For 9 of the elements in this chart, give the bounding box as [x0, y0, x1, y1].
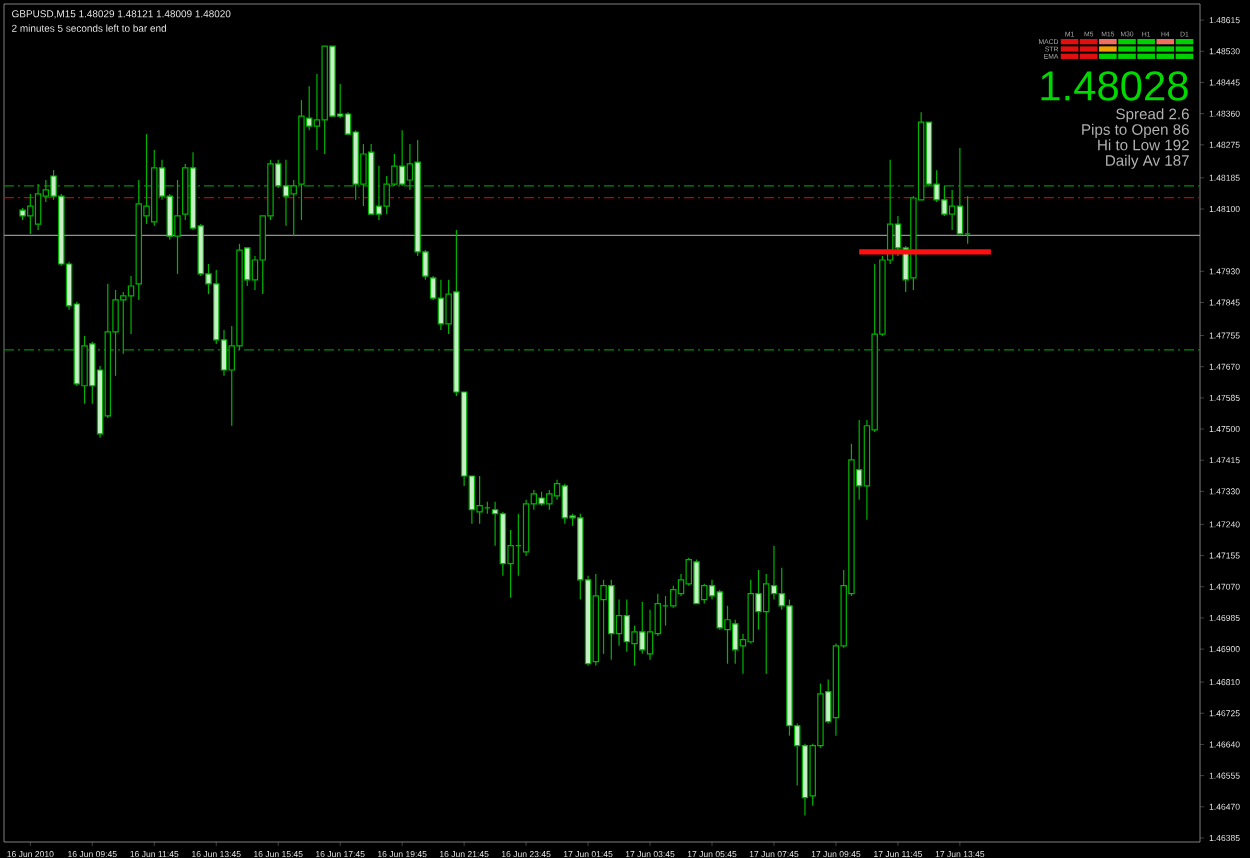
candlestick: [499, 511, 507, 577]
candlestick: [34, 183, 42, 231]
candlestick: [948, 189, 956, 231]
candlestick: [174, 179, 181, 275]
annotation: 1.48028: [1041, 71, 1188, 101]
candlestick: [282, 159, 290, 227]
candlestick: [522, 499, 530, 557]
candlestick: [646, 609, 654, 661]
candlestick: [437, 279, 445, 331]
